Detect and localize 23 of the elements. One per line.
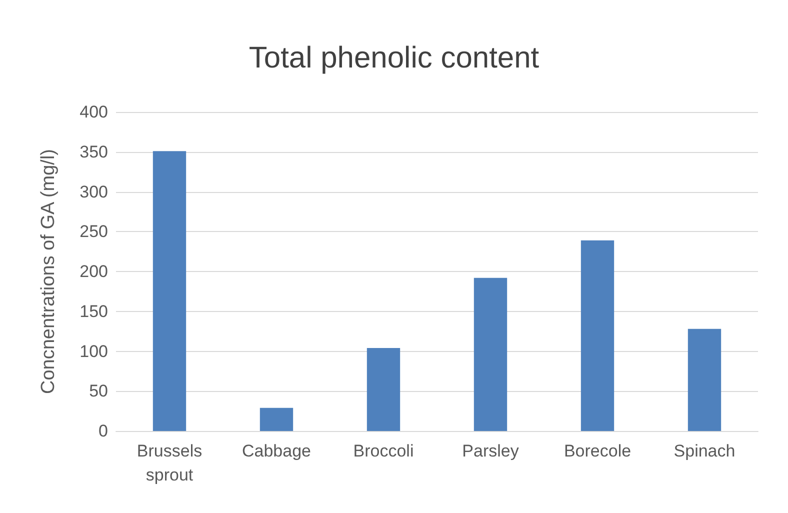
x-tick-label: Cabbage xyxy=(242,442,312,460)
y-axis-title: Concnentrations of GA (mg/l) xyxy=(38,149,59,394)
bar xyxy=(688,328,722,431)
y-tick-label: 0 xyxy=(98,422,108,440)
y-tick-label: 100 xyxy=(80,342,108,361)
chart-title: Total phenolic content xyxy=(248,42,540,74)
y-tick-label: 50 xyxy=(89,382,108,401)
x-tick-label: Parsley xyxy=(462,442,520,460)
bar xyxy=(474,278,508,431)
x-tick-label: Brussels sprout xyxy=(136,442,202,484)
y-tick-label: 200 xyxy=(80,262,108,281)
x-tick-label: Spinach xyxy=(674,442,736,460)
y-tick-label: 350 xyxy=(80,142,108,162)
y-tick-label: 400 xyxy=(80,102,108,122)
x-tick-label: Broccoli xyxy=(353,442,414,460)
y-tick-label: 150 xyxy=(80,302,108,321)
bar xyxy=(152,151,186,431)
bar xyxy=(580,240,614,431)
x-tick-label: Borecole xyxy=(564,442,632,460)
y-tick-label: 250 xyxy=(80,222,108,242)
bar xyxy=(366,348,400,431)
bar xyxy=(260,408,294,431)
y-tick-label: 300 xyxy=(80,182,108,202)
